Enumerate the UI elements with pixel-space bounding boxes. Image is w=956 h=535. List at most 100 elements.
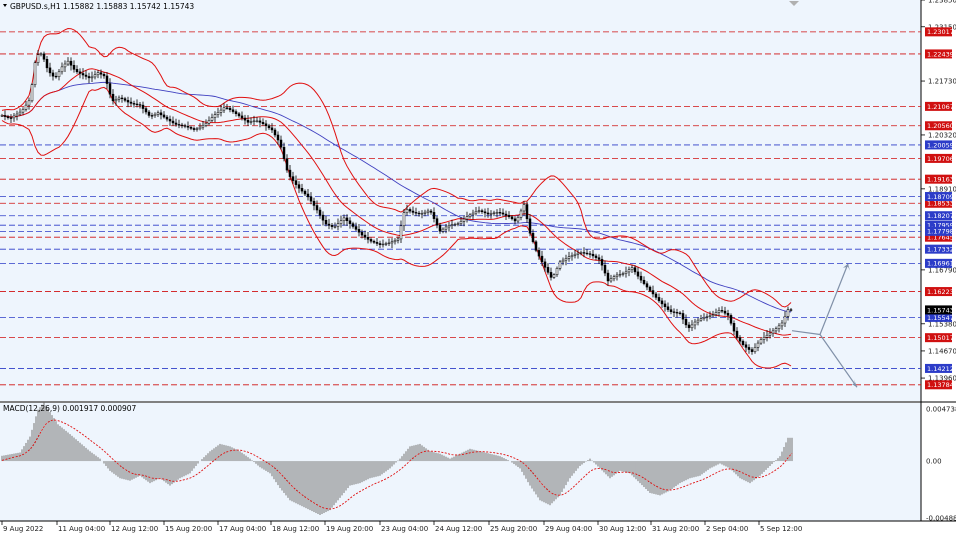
candle-body	[51, 72, 55, 77]
macd-tick-label: 0.004738	[926, 406, 956, 414]
candle-body	[324, 219, 328, 225]
candle-body	[270, 127, 274, 131]
candle-body	[753, 347, 757, 352]
candle-body	[216, 112, 220, 115]
candle-body	[168, 118, 172, 122]
candle-body	[312, 200, 316, 206]
red-level-price-label: 1.21067	[927, 103, 954, 111]
bollinger-bands	[1, 27, 792, 369]
candle-body	[645, 283, 649, 288]
candle-body	[219, 109, 223, 113]
arrow-stem	[791, 330, 821, 336]
candle-body	[306, 193, 310, 198]
candle-body	[285, 158, 289, 171]
candle-body	[102, 74, 106, 77]
candle-body	[711, 314, 715, 317]
candle-body	[114, 99, 118, 102]
candle-body	[750, 349, 754, 352]
red-level-price-box	[925, 174, 952, 184]
candle-body	[267, 125, 271, 129]
price-tick-label: 1.20320	[928, 131, 956, 139]
time-tick-label: 17 Aug 04:00	[219, 525, 266, 533]
candle-body	[264, 123, 268, 126]
candle-body	[681, 313, 685, 320]
candle-body	[153, 113, 157, 116]
candle-body	[243, 117, 247, 121]
candle-body	[99, 72, 103, 75]
candle-body	[360, 231, 364, 236]
candle-body	[450, 224, 454, 226]
candle-body	[273, 129, 277, 136]
arrow-up-head-icon	[843, 263, 850, 271]
price-tick-label: 1.14670	[928, 347, 956, 355]
candle-body	[201, 125, 205, 128]
candle-body	[774, 328, 778, 332]
candle-body	[507, 214, 511, 217]
candle-body	[588, 253, 592, 255]
candle-body	[429, 210, 433, 213]
candle-body	[69, 60, 73, 66]
candle-body	[585, 252, 589, 255]
candle-body	[597, 257, 601, 260]
candle-body	[375, 242, 379, 244]
candle-body	[741, 340, 745, 346]
price-tick-label: 1.21730	[928, 78, 956, 86]
candle-body	[3, 115, 7, 117]
header-menu-triangle-icon[interactable]	[3, 4, 7, 7]
candle-body	[417, 212, 421, 215]
macd-signal-line	[1, 419, 793, 510]
candle-body	[282, 146, 286, 159]
candle-body	[522, 204, 526, 212]
time-tick-label: 2 Sep 04:00	[706, 525, 748, 533]
candle-body	[120, 97, 124, 100]
candle-body	[171, 120, 175, 124]
candle-body	[636, 271, 640, 277]
candle-body	[567, 256, 571, 259]
candle-body	[6, 116, 10, 118]
time-axis-labels: 9 Aug 2022 11 Aug 04:00 12 Aug 12:00 15 Aug…	[1, 521, 802, 533]
candle-body	[348, 220, 352, 224]
time-tick-label: 5 Sep 12:00	[760, 525, 802, 533]
candle-body	[501, 212, 505, 215]
candle-body	[12, 115, 16, 119]
chart-shift-marker-icon[interactable]	[789, 1, 799, 6]
candle-body	[288, 169, 292, 177]
candle-body	[447, 225, 451, 228]
candle-body	[483, 211, 487, 214]
time-tick-label: 24 Aug 12:00	[435, 525, 482, 533]
candle-body	[471, 212, 475, 216]
candle-body	[0, 115, 4, 117]
candle-body	[456, 223, 460, 225]
candle-body	[519, 210, 523, 218]
candle-body	[609, 278, 613, 282]
candle-body	[582, 252, 586, 254]
blue-level-price-label: 1.18207	[927, 212, 954, 220]
price-tick-label: 1.18910	[928, 185, 956, 193]
candle-body	[723, 310, 727, 314]
candle-body	[531, 232, 535, 243]
candle-body	[15, 113, 19, 117]
candle-body	[630, 267, 634, 270]
candle-body	[279, 139, 283, 148]
arrow-down-line	[819, 334, 858, 388]
candle-body	[687, 324, 691, 329]
candle-body	[135, 103, 139, 106]
candle-body	[693, 321, 697, 326]
blue-level-price-label: 1.17332	[927, 246, 954, 254]
candle-body	[732, 323, 736, 332]
red-level-price-box	[925, 333, 952, 343]
candle-body	[18, 111, 22, 115]
candle-body	[366, 236, 370, 240]
candle-body	[222, 107, 226, 111]
red-level-price-box	[925, 101, 952, 111]
candle-body	[489, 213, 493, 215]
candle-body	[603, 264, 607, 274]
bollinger-upper-band	[1, 27, 792, 308]
candle-body	[261, 122, 265, 125]
candle-body	[414, 212, 418, 214]
candle-body	[378, 243, 382, 245]
candle-body	[345, 217, 349, 222]
candle-body	[573, 253, 577, 256]
candle-body	[237, 113, 241, 117]
